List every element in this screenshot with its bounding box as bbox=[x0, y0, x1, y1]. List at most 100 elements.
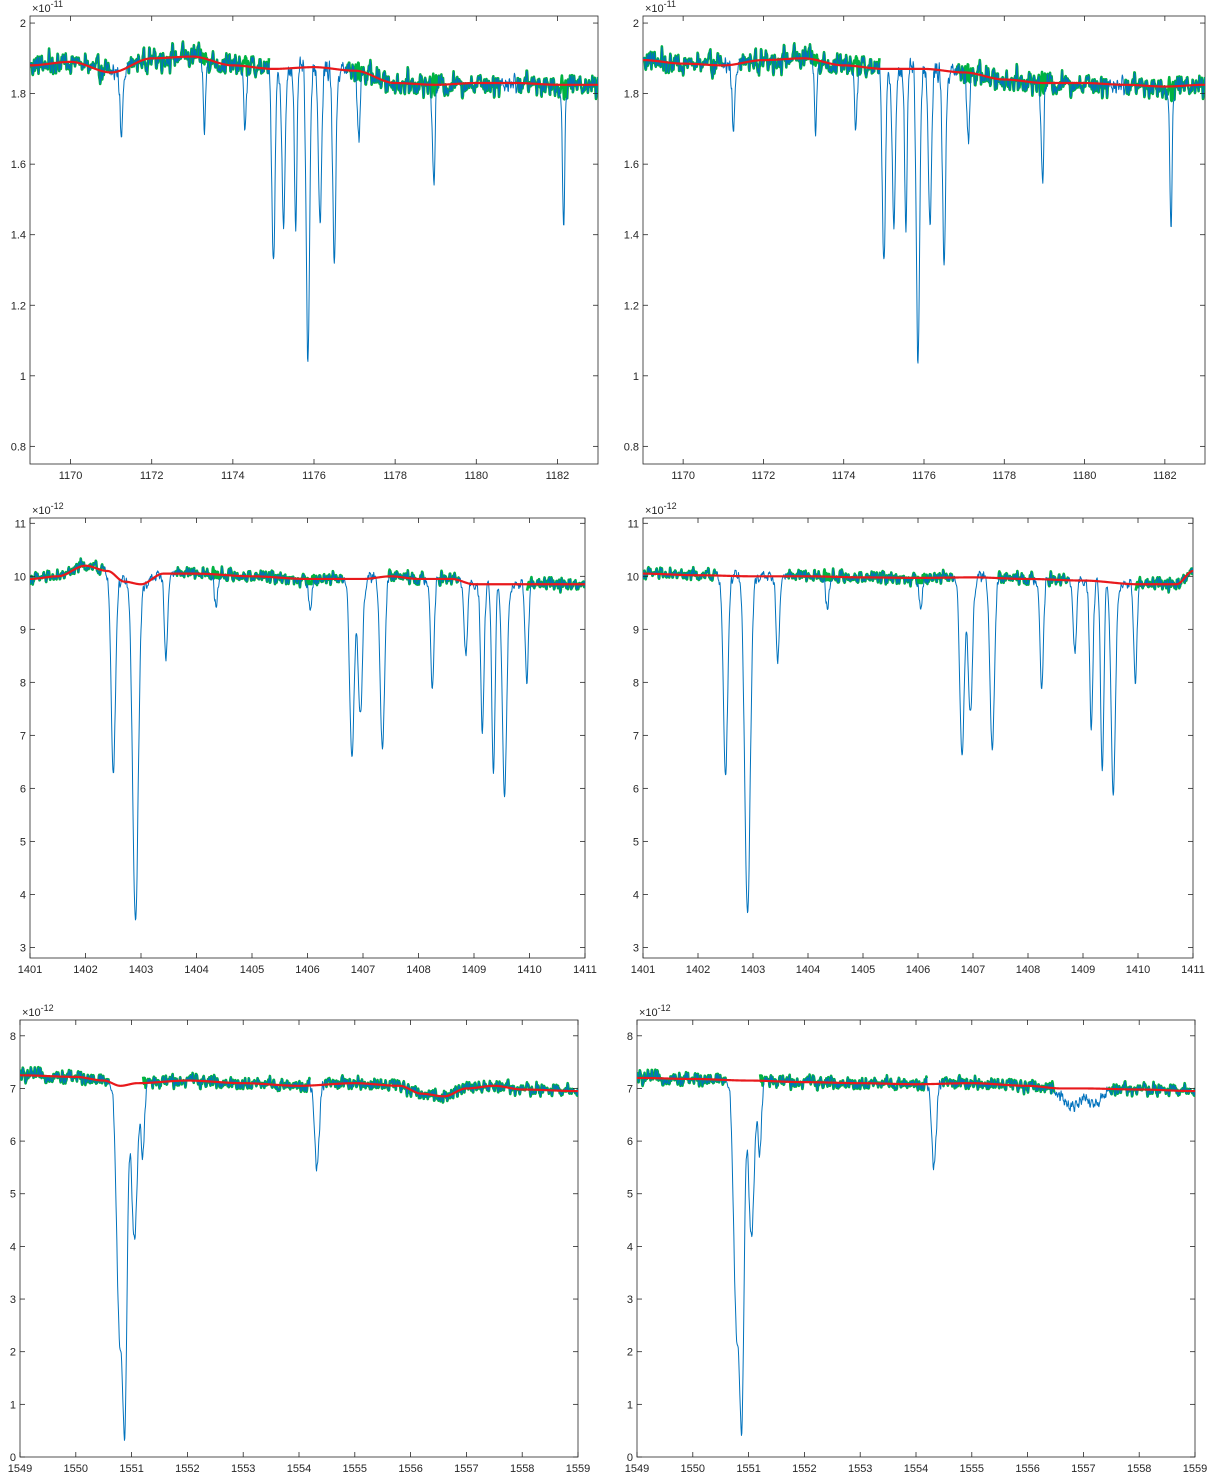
y-exponent-label: ×10-12 bbox=[32, 501, 64, 517]
series-spectrum bbox=[643, 567, 1193, 914]
axes-frame bbox=[19, 1019, 579, 1458]
x-tick-label: 1172 bbox=[752, 470, 776, 482]
x-tick-label: 1402 bbox=[686, 964, 710, 976]
exponent-power: -12 bbox=[658, 1003, 671, 1013]
exponent-base: ×10 bbox=[645, 505, 664, 517]
x-tick-label: 1404 bbox=[796, 964, 820, 976]
exponent-base: ×10 bbox=[645, 3, 664, 15]
x-tick-label: 1406 bbox=[906, 964, 930, 976]
y-exponent-label: ×10-11 bbox=[645, 0, 676, 15]
x-tick-label: 1559 bbox=[1183, 1463, 1207, 1475]
y-tick-label: 3 bbox=[10, 1294, 16, 1306]
exponent-power: -12 bbox=[664, 501, 677, 511]
y-tick-label: 8 bbox=[20, 677, 26, 689]
y-tick-label: 6 bbox=[20, 783, 26, 795]
y-exponent-label: ×10-12 bbox=[645, 501, 677, 517]
y-tick-label: 9 bbox=[633, 624, 639, 636]
plot-area bbox=[643, 42, 1205, 364]
series-continuum-fit bbox=[30, 564, 585, 586]
x-tick-label: 1552 bbox=[175, 1463, 199, 1475]
y-tick-label: 0.8 bbox=[11, 441, 26, 453]
y-tick-label: 8 bbox=[627, 1031, 633, 1043]
series-continuum-fit bbox=[643, 57, 1205, 88]
y-exponent-label: ×10-11 bbox=[32, 0, 63, 15]
x-tick-label: 1557 bbox=[454, 1463, 478, 1475]
y-exponent-label: ×10-12 bbox=[22, 1003, 54, 1019]
y-tick-label: 4 bbox=[20, 889, 26, 901]
x-tick-label: 1178 bbox=[992, 470, 1016, 482]
plot-area bbox=[637, 1068, 1195, 1436]
x-tick-label: 1554 bbox=[904, 1463, 928, 1475]
y-tick-label: 5 bbox=[10, 1189, 16, 1201]
axes-frame bbox=[642, 15, 1206, 465]
y-tick-label: 10 bbox=[14, 571, 26, 583]
x-tick-label: 1174 bbox=[221, 470, 245, 482]
subplot-middle-right: 1401 1402 1403 1404 1405 1406 1407 1408 1409 1410… bbox=[627, 501, 1205, 976]
x-tick-label: 1558 bbox=[510, 1463, 534, 1475]
x-tick-label: 1558 bbox=[1127, 1463, 1151, 1475]
y-tick-label: 6 bbox=[10, 1136, 16, 1148]
y-tick-label: 4 bbox=[627, 1241, 633, 1253]
y-tick-label: 8 bbox=[633, 677, 639, 689]
series-spectrum bbox=[643, 43, 1205, 364]
y-tick-label: 4 bbox=[10, 1241, 16, 1253]
subplot-bottom-right: 1549 1550 1551 1552 1553 1554 1555 1556 1557 1558… bbox=[625, 1003, 1207, 1475]
y-tick-label: 9 bbox=[20, 624, 26, 636]
x-tick-label: 1174 bbox=[832, 470, 856, 482]
exponent-power: -11 bbox=[664, 0, 676, 9]
plot-area bbox=[30, 40, 598, 362]
y-tick-label: 1 bbox=[10, 1399, 16, 1411]
x-tick-label: 1549 bbox=[8, 1463, 32, 1475]
exponent-base: ×10 bbox=[22, 1007, 41, 1019]
y-tick-label: 1 bbox=[627, 1399, 633, 1411]
x-tick-label: 1409 bbox=[462, 964, 486, 976]
y-tick-label: 1.8 bbox=[624, 89, 639, 101]
x-tick-label: 1550 bbox=[64, 1463, 88, 1475]
y-tick-label: 0.8 bbox=[624, 441, 639, 453]
x-tick-label: 1409 bbox=[1071, 964, 1095, 976]
y-tick-label: 3 bbox=[633, 942, 639, 954]
x-tick-label: 1405 bbox=[851, 964, 875, 976]
x-tick-label: 1555 bbox=[343, 1463, 367, 1475]
x-tick-label: 1178 bbox=[383, 470, 407, 482]
y-tick-label: 1 bbox=[633, 371, 639, 383]
x-tick-label: 1407 bbox=[351, 964, 375, 976]
x-tick-label: 1408 bbox=[1016, 964, 1040, 976]
y-tick-label: 5 bbox=[627, 1189, 633, 1201]
y-tick-label: 6 bbox=[633, 783, 639, 795]
y-tick-label: 2 bbox=[20, 18, 26, 30]
subplot-top-right: 1170 1172 1174 1176 1178 1180 1182 0.8 1 1.2 1.4 1.… bbox=[624, 0, 1206, 482]
exponent-base: ×10 bbox=[639, 1007, 658, 1019]
series-continuum-fit bbox=[30, 55, 598, 86]
subplot-bottom-left: 1549 1550 1551 1552 1553 1554 1555 1556 1557 1558… bbox=[8, 1003, 590, 1475]
series-spectrum bbox=[30, 41, 598, 362]
series-continuum-fit bbox=[637, 1076, 1195, 1093]
x-tick-label: 1182 bbox=[1153, 470, 1177, 482]
y-tick-label: 8 bbox=[10, 1031, 16, 1043]
y-tick-label: 3 bbox=[627, 1294, 633, 1306]
y-tick-label: 1.6 bbox=[624, 159, 639, 171]
x-tick-label: 1552 bbox=[792, 1463, 816, 1475]
y-tick-label: 2 bbox=[633, 18, 639, 30]
y-tick-label: 11 bbox=[15, 518, 26, 530]
y-tick-label: 7 bbox=[627, 1083, 633, 1095]
y-tick-label: 1.2 bbox=[11, 300, 26, 312]
x-tick-label: 1411 bbox=[573, 964, 597, 976]
y-tick-label: 10 bbox=[627, 571, 639, 583]
x-tick-label: 1556 bbox=[1015, 1463, 1039, 1475]
y-tick-label: 1 bbox=[20, 371, 26, 383]
y-tick-label: 3 bbox=[20, 942, 26, 954]
x-tick-label: 1559 bbox=[566, 1463, 590, 1475]
y-tick-label: 1.2 bbox=[624, 300, 639, 312]
exponent-power: -11 bbox=[51, 0, 63, 9]
y-tick-label: 1.6 bbox=[11, 159, 26, 171]
y-tick-label: 7 bbox=[10, 1083, 16, 1095]
x-tick-label: 1557 bbox=[1071, 1463, 1095, 1475]
x-tick-label: 1551 bbox=[736, 1463, 760, 1475]
x-tick-label: 1403 bbox=[741, 964, 765, 976]
x-tick-label: 1550 bbox=[681, 1463, 705, 1475]
x-tick-label: 1401 bbox=[631, 964, 655, 976]
x-tick-label: 1411 bbox=[1181, 964, 1205, 976]
y-tick-label: 0 bbox=[627, 1452, 633, 1464]
